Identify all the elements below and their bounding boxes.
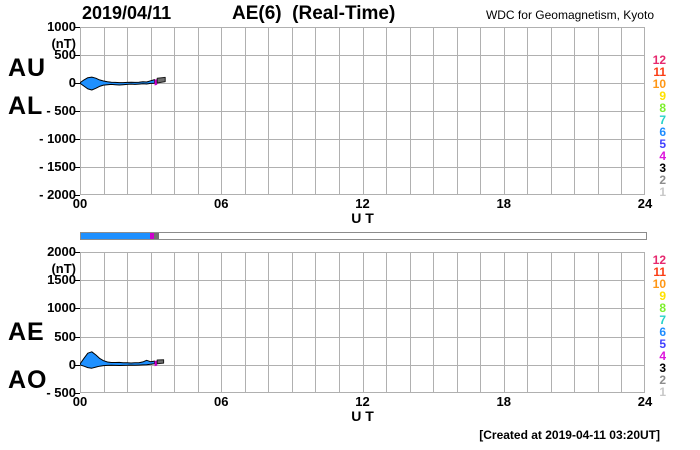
y-axis-unit: (nT) bbox=[51, 36, 76, 51]
station-count-2: 2 bbox=[659, 173, 666, 187]
y-tick-mark bbox=[75, 83, 80, 84]
station-count-8: 8 bbox=[659, 101, 666, 115]
station-count-5: 5 bbox=[659, 337, 666, 351]
x-tick-label: 12 bbox=[355, 196, 370, 211]
y-tick-label: 500 bbox=[54, 328, 76, 344]
x-tick-label: 18 bbox=[496, 394, 511, 409]
station-count-11: 11 bbox=[653, 65, 666, 79]
y-tick-mark bbox=[75, 55, 80, 56]
y-tick-label: - 2000 bbox=[39, 187, 76, 202]
y-tick-label: - 500 bbox=[46, 103, 76, 118]
station-count-8: 8 bbox=[659, 301, 666, 315]
y-tick-label: 2000 bbox=[47, 244, 76, 259]
y-tick-label: 1000 bbox=[47, 19, 76, 34]
plot-title: AE(6) (Real-Time) bbox=[232, 3, 396, 24]
trace-band bbox=[154, 360, 158, 367]
y-tick-mark bbox=[75, 393, 80, 394]
ae-ao-chart bbox=[80, 252, 645, 393]
x-tick-label: 06 bbox=[214, 394, 229, 409]
x-tick-label: 24 bbox=[637, 196, 653, 211]
station-count-3: 3 bbox=[659, 361, 666, 375]
station-count-12: 12 bbox=[652, 53, 666, 67]
x-tick-label: 00 bbox=[72, 394, 88, 409]
station-count-1: 1 bbox=[659, 185, 666, 199]
station-count-12: 12 bbox=[652, 253, 666, 267]
trace-band bbox=[154, 79, 158, 86]
y-tick-mark bbox=[75, 195, 80, 196]
date-label: 2019/04/11 bbox=[82, 3, 172, 23]
y-tick-mark bbox=[75, 27, 80, 28]
station-count-7: 7 bbox=[659, 313, 666, 327]
trace-band bbox=[80, 76, 156, 91]
station-count-10: 10 bbox=[652, 277, 666, 291]
y-axis-unit: (nT) bbox=[51, 261, 76, 276]
al-axis-label: AL bbox=[8, 92, 44, 120]
x-tick-label: 06 bbox=[214, 196, 229, 211]
y-tick-label: - 500 bbox=[46, 385, 76, 400]
x-tick-label: 12 bbox=[355, 394, 370, 409]
y-tick-mark bbox=[75, 308, 80, 310]
station-count-2: 2 bbox=[659, 373, 666, 387]
y-tick-label: 1000 bbox=[47, 300, 76, 316]
au-axis-label: AU bbox=[8, 54, 47, 82]
coverage-segment bbox=[81, 233, 151, 239]
station-count-6: 6 bbox=[659, 125, 666, 139]
AU-AL-svg bbox=[80, 27, 645, 195]
y-tick-mark bbox=[75, 280, 80, 282]
y-tick-label: - 1500 bbox=[39, 159, 76, 174]
station-count-6: 6 bbox=[659, 325, 666, 339]
station-count-9: 9 bbox=[659, 289, 666, 303]
ut-label-top: U T bbox=[351, 210, 374, 226]
x-tick-label: 00 bbox=[72, 196, 88, 211]
y-tick-mark bbox=[75, 252, 80, 253]
station-count-11: 11 bbox=[653, 265, 666, 279]
y-tick-label: 0 bbox=[68, 75, 76, 90]
ae-axis-label: AE bbox=[8, 318, 45, 346]
y-tick-label: 500 bbox=[54, 47, 76, 62]
au-al-chart bbox=[80, 27, 645, 195]
y-tick-mark bbox=[75, 139, 80, 140]
y-tick-mark bbox=[75, 336, 80, 338]
ao-axis-label: AO bbox=[8, 366, 48, 394]
AE-AO-svg bbox=[80, 252, 645, 393]
y-tick-mark bbox=[75, 364, 80, 366]
y-tick-mark bbox=[75, 111, 80, 112]
station-count-1: 1 bbox=[659, 385, 666, 399]
station-count-7: 7 bbox=[659, 113, 666, 127]
x-tick-label: 24 bbox=[637, 394, 653, 409]
trace-band bbox=[156, 359, 165, 365]
trace-band bbox=[156, 76, 166, 84]
station-count-5: 5 bbox=[659, 137, 666, 151]
y-tick-label: 1500 bbox=[47, 272, 76, 288]
y-tick-label: - 1000 bbox=[39, 131, 76, 146]
y-tick-mark bbox=[75, 167, 80, 168]
x-tick-label: 18 bbox=[496, 196, 511, 211]
station-count-legend-bottom: 12 11 10 9 8 7 6 5 4 3 2 1 bbox=[646, 254, 666, 398]
data-coverage-bar bbox=[80, 232, 647, 240]
created-at-label: [Created at 2019-04-11 03:20UT] bbox=[479, 428, 660, 442]
station-count-9: 9 bbox=[659, 89, 666, 103]
station-count-4: 4 bbox=[659, 149, 666, 163]
station-count-10: 10 bbox=[652, 77, 666, 91]
station-count-legend-top: 12 11 10 9 8 7 6 5 4 3 2 1 bbox=[646, 54, 666, 198]
coverage-segment bbox=[150, 233, 155, 239]
station-count-3: 3 bbox=[659, 161, 666, 175]
y-tick-label: 0 bbox=[68, 356, 76, 372]
station-count-4: 4 bbox=[659, 349, 666, 363]
ut-label-bottom: U T bbox=[351, 408, 374, 424]
coverage-segment bbox=[154, 233, 160, 239]
credit-label: WDC for Geomagnetism, Kyoto bbox=[485, 8, 654, 22]
